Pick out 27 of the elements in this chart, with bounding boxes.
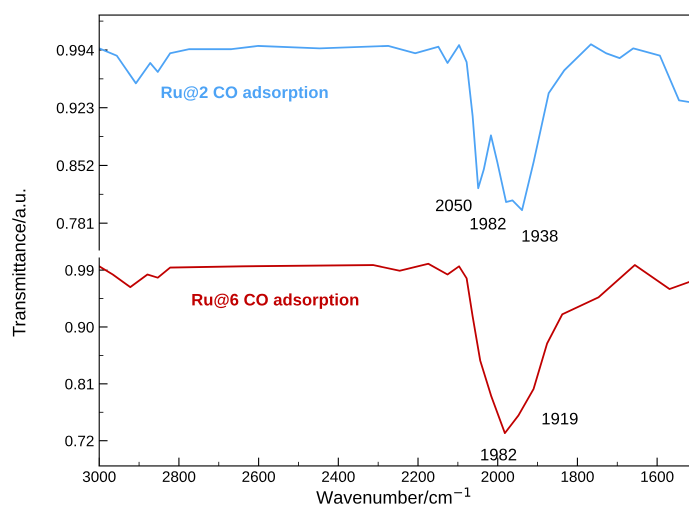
line-series [99, 262, 689, 434]
x-tick-label: 2400 [322, 471, 355, 482]
line-series [99, 43, 689, 212]
y-axis-title: Transmittance/a.u. [12, 190, 26, 337]
annotation: 1919 [542, 412, 578, 425]
y-tick-label: 0.923 [56, 102, 94, 114]
x-tick-label: 2200 [402, 471, 434, 482]
y-tick-label: 0.90 [65, 322, 94, 333]
annotation: 1982 [481, 448, 516, 460]
y-tick-label: 0.781 [56, 218, 94, 229]
series-label: Ru@6 CO adsorption [192, 293, 358, 309]
x-axis-title: Wavenumber/cm$^{−1}$ [316, 487, 470, 504]
y-tick-label: 0.72 [65, 436, 94, 446]
annotation: 2050 [436, 199, 472, 212]
x-tick-label: 2000 [481, 471, 514, 482]
y-tick-label: 0.852 [56, 160, 94, 172]
x-tick-label: 1800 [562, 471, 594, 482]
y-tick-label: 0.81 [65, 378, 94, 390]
x-tick-label: 2600 [242, 471, 276, 482]
x-tick-label: 3000 [82, 471, 116, 482]
annotation: 1982 [470, 218, 506, 230]
y-tick-label: 0.994 [56, 44, 94, 56]
x-tick-label: 2800 [162, 471, 196, 482]
annotation: 1938 [522, 230, 558, 242]
x-tick-label: 1600 [641, 471, 674, 482]
series-label: Ru@2 CO adsorption [162, 86, 328, 102]
y-tick-label: 0.99 [65, 264, 94, 276]
